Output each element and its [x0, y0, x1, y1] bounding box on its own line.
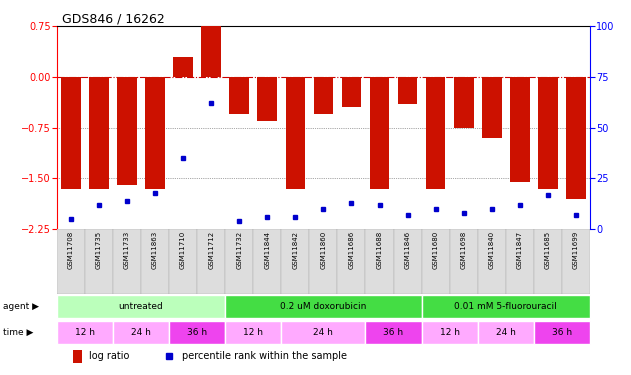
Bar	[314, 77, 333, 114]
Text: 24 h: 24 h	[131, 328, 151, 337]
Bar	[201, 26, 221, 77]
Text: GSM11688: GSM11688	[377, 231, 382, 269]
Bar	[394, 229, 422, 294]
Text: GSM11842: GSM11842	[292, 231, 298, 269]
Bar	[225, 321, 281, 344]
Bar	[257, 77, 277, 121]
Bar	[422, 229, 450, 294]
Text: 12 h: 12 h	[243, 328, 263, 337]
Text: 36 h: 36 h	[552, 328, 572, 337]
Bar	[365, 229, 394, 294]
Bar	[566, 77, 586, 199]
Text: GSM11844: GSM11844	[264, 231, 270, 269]
Bar	[57, 321, 113, 344]
Bar	[534, 321, 590, 344]
Bar	[145, 77, 165, 189]
Text: GSM11685: GSM11685	[545, 231, 551, 269]
Text: 36 h: 36 h	[187, 328, 207, 337]
Text: agent ▶: agent ▶	[3, 302, 39, 311]
Bar	[454, 77, 473, 128]
Text: 24 h: 24 h	[314, 328, 333, 337]
Bar	[113, 321, 169, 344]
Bar	[482, 77, 502, 138]
Text: 0.2 uM doxorubicin: 0.2 uM doxorubicin	[280, 302, 367, 311]
Bar	[478, 229, 506, 294]
Text: GSM11840: GSM11840	[489, 231, 495, 269]
Bar	[398, 77, 417, 104]
Text: 24 h: 24 h	[496, 328, 516, 337]
Bar	[338, 229, 365, 294]
Bar	[422, 295, 590, 318]
Bar	[253, 229, 281, 294]
Bar	[281, 321, 365, 344]
Text: GSM11846: GSM11846	[404, 231, 411, 269]
Bar	[57, 229, 85, 294]
Bar	[57, 295, 225, 318]
Text: GSM11733: GSM11733	[124, 231, 130, 269]
Text: 12 h: 12 h	[440, 328, 459, 337]
Bar	[73, 350, 83, 363]
Bar	[422, 321, 478, 344]
Text: GSM11860: GSM11860	[321, 231, 326, 269]
Bar	[426, 77, 445, 189]
Text: untreated: untreated	[119, 302, 163, 311]
Bar	[89, 77, 109, 189]
Bar	[117, 77, 137, 185]
Text: GDS846 / 16262: GDS846 / 16262	[62, 12, 165, 25]
Bar	[309, 229, 338, 294]
Bar	[285, 77, 305, 189]
Text: GSM11732: GSM11732	[236, 231, 242, 269]
Text: 36 h: 36 h	[384, 328, 404, 337]
Bar	[225, 229, 253, 294]
Bar	[450, 229, 478, 294]
Bar	[341, 77, 362, 107]
Text: GSM11735: GSM11735	[96, 231, 102, 269]
Bar	[370, 77, 389, 189]
Text: GSM11847: GSM11847	[517, 231, 523, 269]
Bar	[61, 77, 81, 189]
Text: time ▶: time ▶	[3, 328, 33, 337]
Text: GSM11686: GSM11686	[348, 231, 355, 269]
Text: GSM11863: GSM11863	[152, 231, 158, 269]
Bar	[85, 229, 113, 294]
Text: GSM11710: GSM11710	[180, 231, 186, 269]
Bar	[365, 321, 422, 344]
Text: GSM11712: GSM11712	[208, 231, 214, 269]
Text: GSM11698: GSM11698	[461, 231, 467, 269]
Bar	[174, 57, 193, 77]
Text: GSM11680: GSM11680	[433, 231, 439, 269]
Bar	[169, 321, 225, 344]
Bar	[225, 295, 422, 318]
Text: log ratio: log ratio	[89, 351, 129, 361]
Text: GSM11708: GSM11708	[68, 231, 74, 269]
Bar	[169, 229, 197, 294]
Text: 12 h: 12 h	[75, 328, 95, 337]
Bar	[281, 229, 309, 294]
Bar	[534, 229, 562, 294]
Bar	[538, 77, 558, 189]
Bar	[478, 321, 534, 344]
Bar	[113, 229, 141, 294]
Bar	[562, 229, 590, 294]
Bar	[506, 229, 534, 294]
Text: 0.01 mM 5-fluorouracil: 0.01 mM 5-fluorouracil	[454, 302, 557, 311]
Text: GSM11699: GSM11699	[573, 231, 579, 269]
Bar	[197, 229, 225, 294]
Bar	[141, 229, 169, 294]
Bar	[230, 77, 249, 114]
Bar	[510, 77, 529, 182]
Text: percentile rank within the sample: percentile rank within the sample	[182, 351, 347, 361]
